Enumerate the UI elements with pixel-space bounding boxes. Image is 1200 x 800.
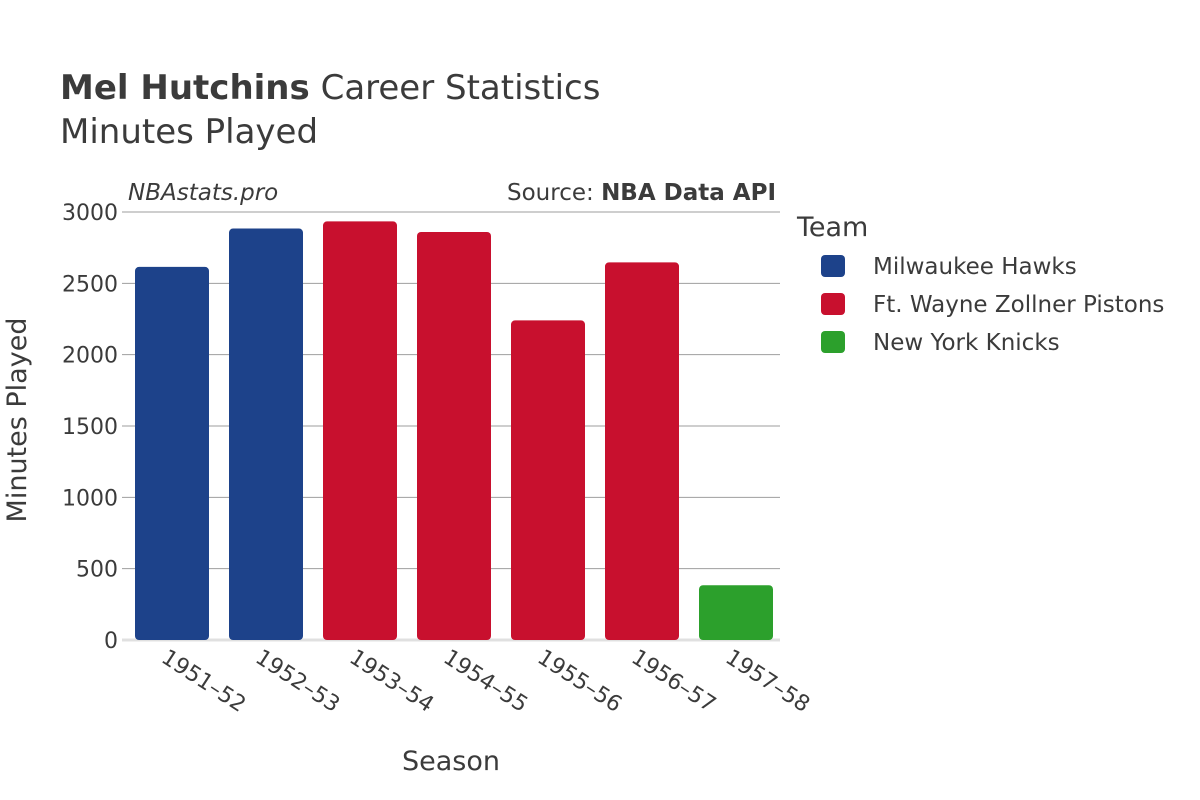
y-tick-label: 500 bbox=[76, 558, 118, 583]
legend-label: New York Knicks bbox=[873, 330, 1060, 356]
y-axis-ticks: 0 500 1000 1500 2000 2500 3000 bbox=[62, 201, 118, 654]
x-axis-ticks: 1951–52 1952–53 1953–54 1954–55 1955–56 1956–… bbox=[157, 645, 814, 718]
bar-1952–53 bbox=[229, 228, 303, 641]
legend-swatch bbox=[821, 331, 845, 353]
bar-1951–52 bbox=[135, 266, 209, 640]
x-tick-label: 1955–56 bbox=[533, 645, 626, 718]
bar-1954–55 bbox=[417, 231, 491, 640]
bars bbox=[135, 221, 773, 641]
y-axis-title: Minutes Played bbox=[2, 318, 33, 523]
y-tick-label: 1500 bbox=[62, 415, 118, 440]
bar-1957–58 bbox=[699, 585, 773, 640]
bar-1953–54 bbox=[323, 221, 397, 640]
y-tick-label: 1000 bbox=[62, 486, 118, 511]
source-prefix: Source: bbox=[507, 180, 601, 206]
y-tick-label: 0 bbox=[104, 629, 118, 654]
legend-swatch bbox=[821, 293, 845, 315]
bar-1955–56 bbox=[511, 320, 585, 640]
x-axis-title: Season bbox=[402, 746, 500, 777]
chart-title-player: Mel Hutchins bbox=[60, 68, 310, 108]
y-tick-label: 2500 bbox=[62, 272, 118, 297]
site-credit: NBAstats.pro bbox=[128, 180, 278, 206]
legend-label: Milwaukee Hawks bbox=[873, 254, 1077, 280]
bar-1956–57 bbox=[605, 262, 679, 640]
y-tick-label: 2000 bbox=[62, 344, 118, 369]
x-tick-label: 1956–57 bbox=[627, 645, 720, 718]
source-credit: Source: NBA Data API bbox=[507, 180, 776, 206]
y-tick-label: 3000 bbox=[62, 201, 118, 226]
x-tick-label: 1957–58 bbox=[721, 645, 814, 718]
x-tick-label: 1952–53 bbox=[251, 645, 344, 718]
x-tick-label: 1954–55 bbox=[439, 645, 532, 718]
x-tick-label: 1953–54 bbox=[345, 645, 438, 718]
legend-title: Team bbox=[796, 212, 868, 243]
legend: Milwaukee Hawks Ft. Wayne Zollner Pistons… bbox=[821, 254, 1164, 356]
chart-title-rest: Career Statistics bbox=[309, 68, 601, 108]
source-name: NBA Data API bbox=[601, 180, 776, 206]
legend-swatch bbox=[821, 255, 845, 277]
chart-title: Mel Hutchins Career Statistics bbox=[60, 68, 600, 108]
legend-label: Ft. Wayne Zollner Pistons bbox=[873, 292, 1164, 318]
chart-subtitle: Minutes Played bbox=[60, 112, 319, 152]
x-tick-label: 1951–52 bbox=[157, 645, 250, 718]
